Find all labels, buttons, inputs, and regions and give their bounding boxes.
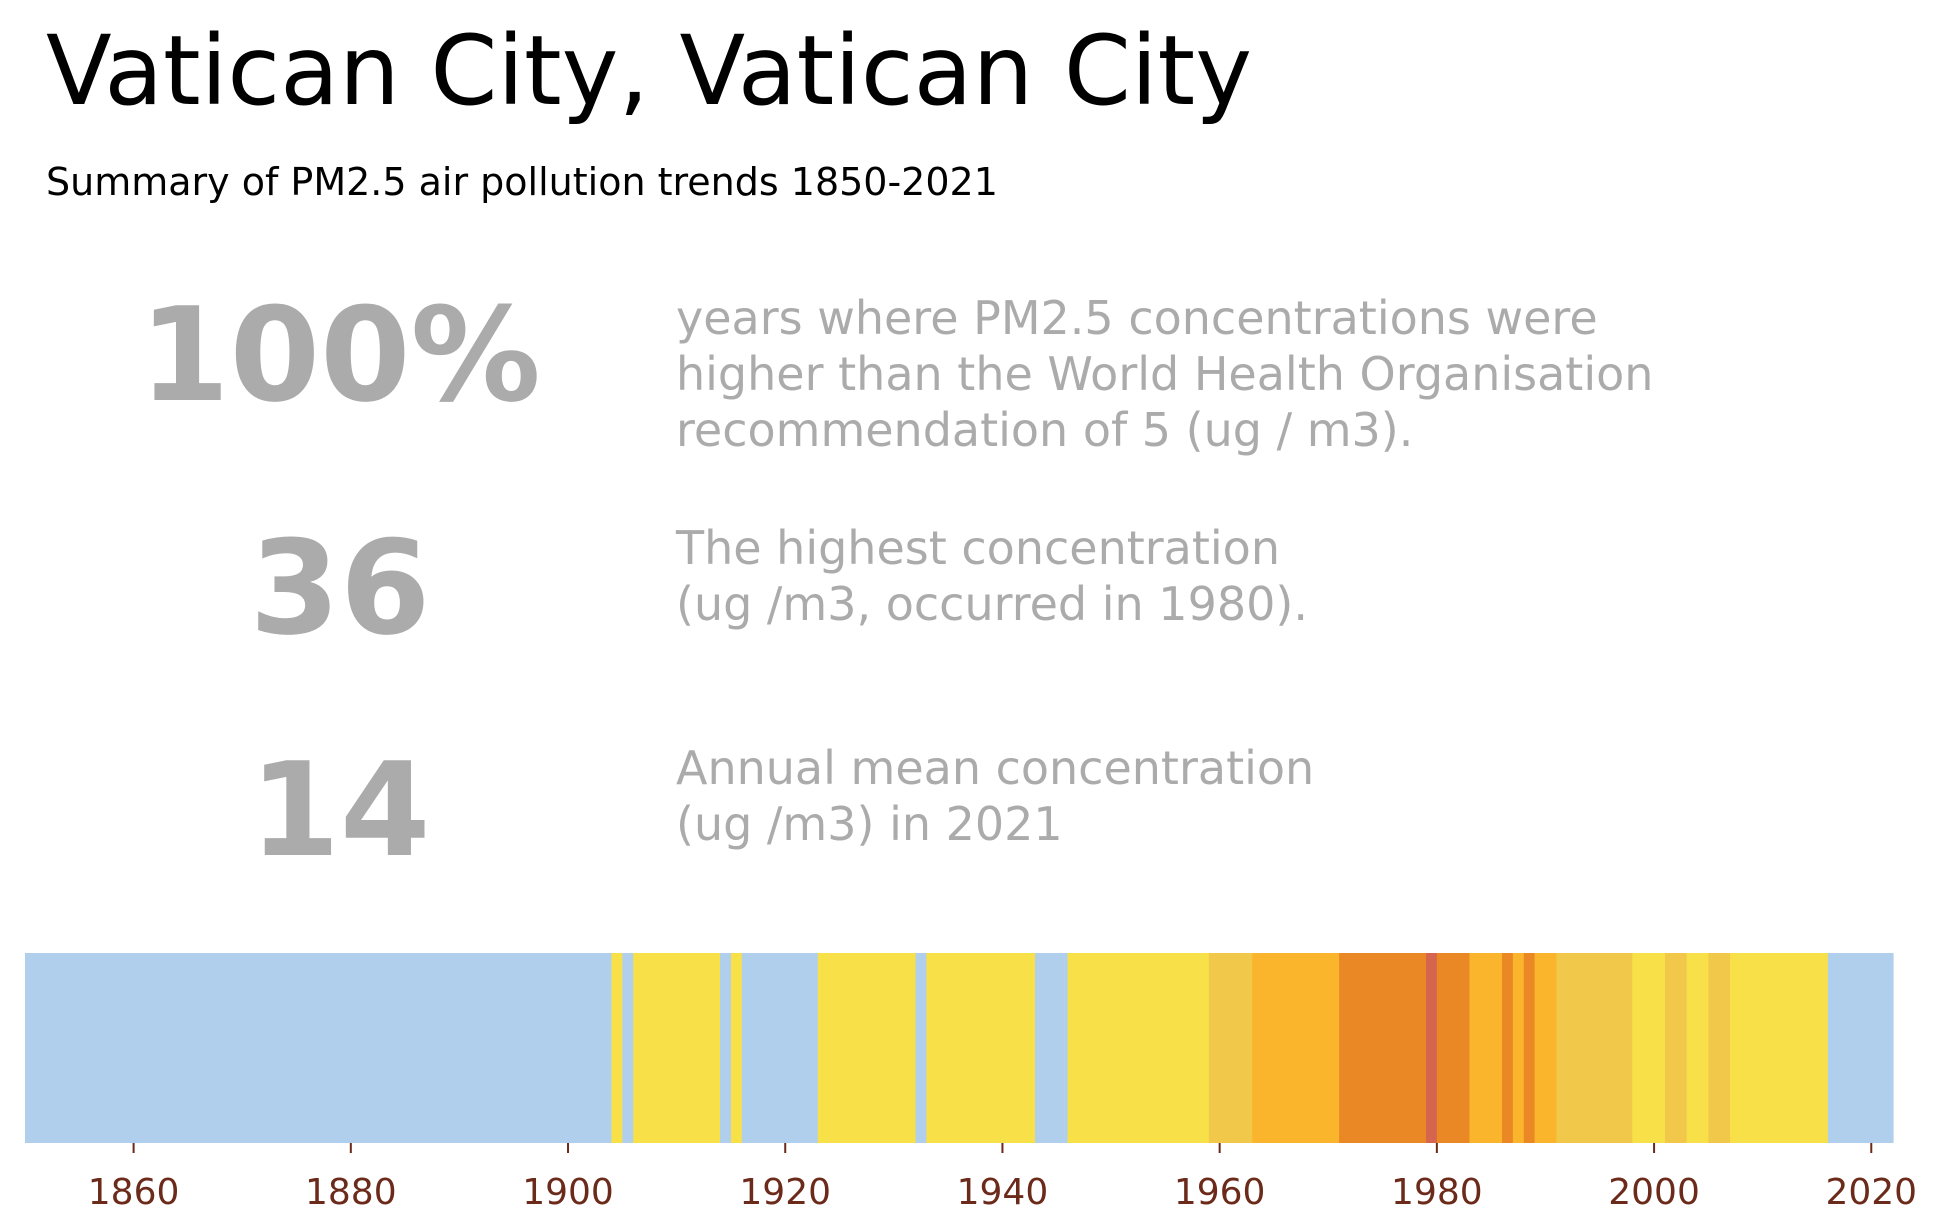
stripe-1998 [1632,953,1666,1143]
stripe-1983 [1469,953,1503,1143]
stripe-2005 [1708,953,1731,1143]
x-tick-label: 2020 [1825,1172,1917,1213]
stripe-1971 [1339,953,1427,1143]
stripe-1987 [1512,953,1525,1143]
stripe-1989 [1534,953,1557,1143]
x-tick-label: 1880 [305,1172,397,1213]
stripe-1943 [1035,953,1069,1143]
stripe-2001 [1664,953,1688,1143]
x-tick-label: 1860 [88,1172,180,1213]
stripe-1915 [730,953,743,1143]
stat-description-exceedance: years where PM2.5 concentrations were hi… [676,290,1916,458]
stat-value-highest: 36 [249,512,431,664]
stripe-1914 [720,953,732,1143]
stat-description-annual-mean: Annual mean concentration (ug /m3) in 20… [676,740,1916,852]
stat-description-highest: The highest concentration (ug /m3, occur… [676,520,1916,632]
stripe-1963 [1252,953,1340,1143]
x-tick-label: 1900 [522,1172,614,1213]
stripe-1905 [622,953,634,1143]
stripe-1932 [915,953,928,1143]
x-tick-label: 1980 [1391,1172,1483,1213]
x-tick-label: 2000 [1608,1172,1700,1213]
x-tick-label: 1960 [1174,1172,1266,1213]
stat-description-line: (ug /m3, occurred in 1980). [676,577,1308,631]
page-title: Vatican City, Vatican City [46,15,1252,127]
stat-description-line: higher than the World Health Organisatio… [676,347,1654,401]
stripe-1904 [611,953,623,1143]
stripe-1946 [1067,953,1210,1143]
stripe-2003 [1686,953,1709,1143]
stripe-1906 [633,953,721,1143]
x-axis: 1860 1880 1900 1920 1940 1960 1980 2000 2020 [88,1143,1917,1213]
stat-value-annual-mean: 14 [249,734,431,886]
stripe-1979 [1426,953,1438,1143]
stat-value-exceedance: 100% [139,279,541,431]
stripe-2007 [1730,953,1829,1143]
stat-description-line: The highest concentration [676,521,1280,575]
stripe-1991 [1556,953,1633,1143]
stat-description-line: years where PM2.5 concentrations were [676,291,1598,345]
stat-description-line: recommendation of 5 (ug / m3). [676,403,1414,457]
stripe-1933 [926,953,1036,1143]
x-tick-label: 1940 [957,1172,1049,1213]
stripe-1850 [25,953,613,1143]
stripe-1916 [741,953,819,1143]
stripe-2016 [1827,953,1894,1143]
stripe-1980 [1436,953,1471,1143]
stripe-1923 [817,953,917,1143]
stripe-group [25,953,1894,1143]
page-subtitle: Summary of PM2.5 air pollution trends 18… [46,160,998,204]
stat-description-line: Annual mean concentration [676,741,1315,795]
x-tick-label: 1920 [739,1172,831,1213]
stat-description-line: (ug /m3) in 2021 [676,797,1063,851]
stripe-1988 [1523,953,1536,1143]
stripe-1959 [1208,953,1253,1143]
stripe-1986 [1502,953,1514,1143]
